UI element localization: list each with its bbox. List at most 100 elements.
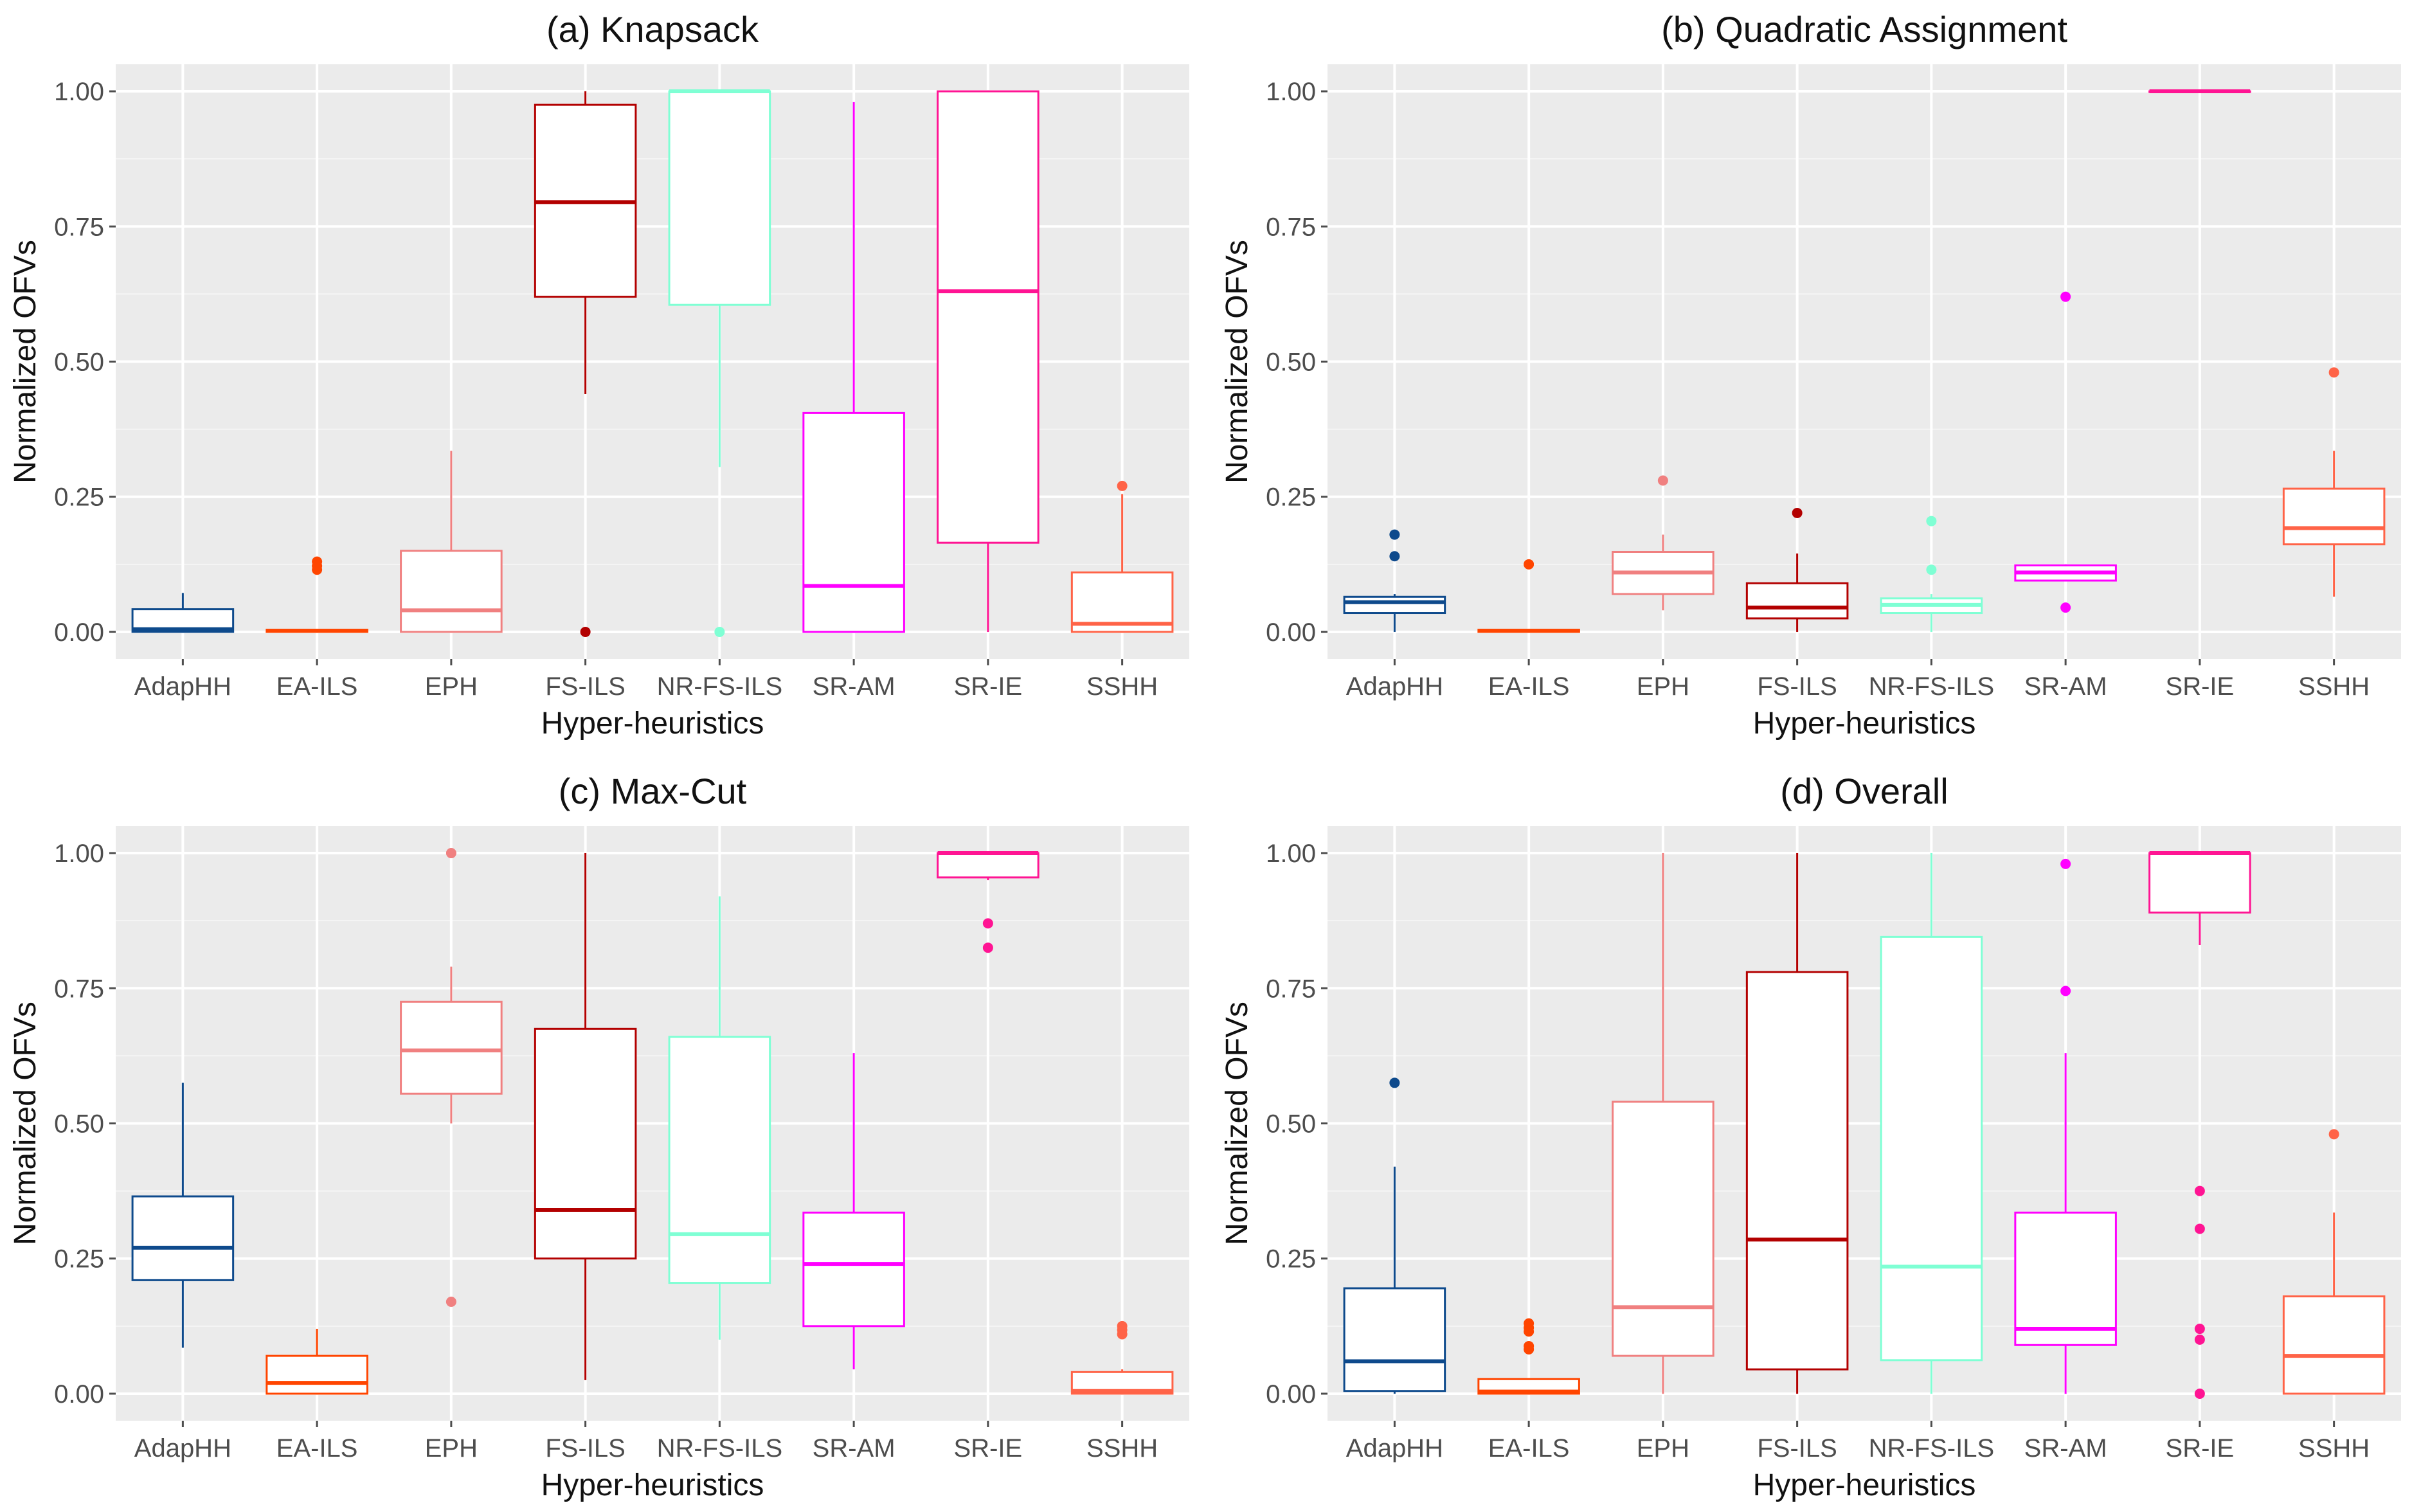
x-tick-label: NR-FS-ILS (1869, 1434, 1995, 1462)
box-sr-am (2014, 291, 2117, 613)
panel-4: 0.00 0.25 0.50 0.75 1.00 AdapHH EA-ILS EPH FS-IL… (1220, 771, 2401, 1502)
box-adaphh (131, 1083, 235, 1348)
x-tick-label: AdapHH (1346, 1434, 1443, 1462)
x-tick-label: SR-IE (954, 1434, 1023, 1462)
x-axis-label: Hyper-heuristics (1753, 706, 1976, 741)
y-tick-label: 0.75 (1266, 975, 1316, 1003)
outlier-point (1524, 1318, 1534, 1329)
outlier-point (2194, 1324, 2205, 1335)
panel-title: (a) Knapsack (546, 9, 759, 50)
x-tick-label: EA-ILS (1488, 672, 1570, 701)
outlier-point (2060, 602, 2071, 613)
box-body (131, 1195, 235, 1281)
x-tick-label: SSHH (1086, 1434, 1158, 1462)
y-tick-label: 0.00 (1266, 618, 1316, 647)
outlier-point (2060, 291, 2071, 302)
x-tick-label: SSHH (2298, 1434, 2370, 1462)
box-adaphh (1343, 529, 1446, 632)
box-body (1745, 971, 1849, 1371)
outlier-point (2194, 1223, 2205, 1234)
outlier-point (2194, 1388, 2205, 1399)
outlier-point (312, 556, 323, 567)
box-eph (1612, 475, 1715, 611)
outlier-point (714, 626, 725, 637)
y-tick-label: 0.00 (1266, 1380, 1316, 1408)
box-body (937, 852, 1040, 879)
y-tick-label: 0.75 (54, 213, 104, 241)
box-sr-ie (937, 851, 1040, 953)
box-body (802, 1211, 905, 1328)
box-nr-fs-ils (1880, 516, 1983, 632)
y-axis-label: Normalized OFVs (1220, 240, 1254, 483)
outlier-point (1389, 551, 1400, 562)
outlier-point (982, 918, 993, 929)
box-adaphh (131, 593, 235, 633)
box-sshh (2282, 1129, 2386, 1395)
outlier-point (2194, 1334, 2205, 1345)
outlier-point (1117, 1320, 1128, 1331)
y-tick-label: 0.25 (54, 1245, 104, 1274)
outlier-point (1524, 559, 1534, 570)
outlier-point (2060, 858, 2071, 869)
x-tick-label: SR-IE (954, 672, 1023, 701)
outlier-point (1117, 480, 1128, 491)
x-tick-label: SR-AM (2024, 1434, 2107, 1462)
outlier-point (446, 1297, 456, 1307)
outlier-point (1926, 564, 1937, 575)
box-nr-fs-ils (668, 896, 771, 1340)
box-sr-am (802, 102, 905, 633)
box-sr-am (802, 1053, 905, 1370)
x-tick-label: EPH (425, 1434, 478, 1462)
panel-2: 0.00 0.25 0.50 0.75 1.00 AdapHH EA-ILS EPH FS-IL… (1220, 9, 2401, 741)
box-body (1343, 1287, 1446, 1392)
box-body (937, 90, 1040, 544)
y-tick-label: 0.75 (54, 975, 104, 1003)
outlier-point (446, 848, 456, 859)
x-tick-label: FS-ILS (545, 1434, 625, 1462)
x-axis-label: Hyper-heuristics (541, 1468, 764, 1502)
outlier-point (580, 626, 591, 637)
box-eph (400, 451, 503, 633)
x-tick-label: EA-ILS (276, 1434, 358, 1462)
y-axis-label: Normalized OFVs (8, 240, 42, 483)
y-axis-label: Normalized OFVs (8, 1002, 42, 1245)
x-axis-label: Hyper-heuristics (1753, 1468, 1976, 1502)
y-tick-label: 0.50 (1266, 1110, 1316, 1138)
y-axis-label: Normalized OFVs (1220, 1002, 1254, 1245)
box-ea-ils (266, 556, 368, 633)
x-tick-label: SR-IE (2166, 1434, 2235, 1462)
box-eph (400, 848, 503, 1307)
y-tick-label: 1.00 (54, 78, 104, 106)
y-tick-label: 0.00 (54, 618, 104, 647)
outlier-point (2194, 1185, 2205, 1196)
panel-3: 0.00 0.25 0.50 0.75 1.00 AdapHH EA-ILS EPH FS-IL… (8, 771, 1189, 1502)
y-tick-label: 0.75 (1266, 213, 1316, 241)
box-body (1612, 1101, 1715, 1357)
outlier-point (982, 942, 993, 953)
y-tick-label: 1.00 (54, 840, 104, 868)
panel-title: (d) Overall (1780, 771, 1948, 811)
box-fs-ils (1745, 853, 1849, 1394)
x-tick-label: SR-AM (2024, 672, 2107, 701)
box-sshh (1070, 480, 1174, 633)
box-body (2282, 487, 2386, 546)
x-tick-label: NR-FS-ILS (1869, 672, 1995, 701)
box-fs-ils (534, 91, 637, 637)
box-body (1343, 595, 1446, 615)
x-tick-label: EPH (1637, 672, 1689, 701)
outlier-point (2060, 986, 2071, 996)
y-tick-label: 1.00 (1266, 840, 1316, 868)
box-body (266, 1354, 368, 1395)
x-tick-label: AdapHH (1346, 672, 1443, 701)
panel-title: (b) Quadratic Assignment (1661, 9, 2067, 50)
box-sr-ie (2148, 851, 2251, 1399)
x-tick-label: FS-ILS (1757, 672, 1837, 701)
outlier-point (2328, 367, 2339, 378)
box-sshh (1070, 1320, 1174, 1395)
box-ea-ils (266, 1329, 368, 1395)
x-tick-label: EPH (425, 672, 478, 701)
outlier-point (1657, 475, 1668, 486)
box-fs-ils (1745, 507, 1849, 632)
box-sr-ie (937, 90, 1040, 632)
